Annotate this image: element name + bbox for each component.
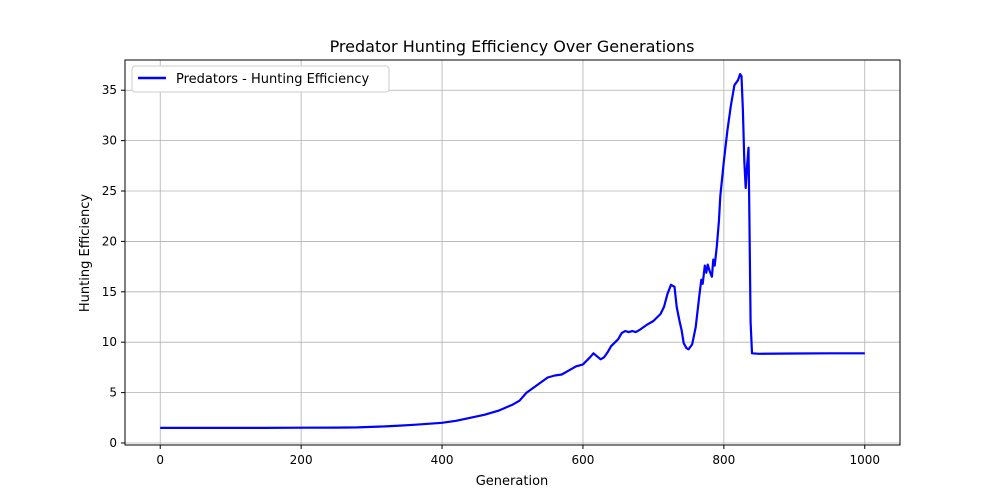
x-tick-label: 200 <box>290 453 313 467</box>
plot-area: 0 200 400 600 800 1000 0 5 10 15 20 25 30 35 <box>102 59 901 467</box>
x-tick-label: 400 <box>431 453 454 467</box>
x-axis-label: Generation <box>476 474 549 489</box>
x-tick-label: 1000 <box>849 453 880 467</box>
y-tick-label: 0 <box>109 436 117 450</box>
legend-label: Predators - Hunting Efficiency <box>176 72 370 87</box>
y-tick-label: 35 <box>102 83 117 97</box>
y-tick-label: 10 <box>102 335 117 349</box>
legend-box <box>131 65 390 93</box>
x-tick-label: 800 <box>712 453 735 467</box>
x-tick-label: 0 <box>156 453 164 467</box>
series-line-0 <box>160 72 865 429</box>
y-tick-label: 25 <box>102 184 117 198</box>
axes-frame <box>124 59 901 446</box>
x-tick-label: 600 <box>572 453 595 467</box>
y-tick-label: 20 <box>102 234 117 248</box>
chart-title: Predator Hunting Efficiency Over Generat… <box>330 37 695 56</box>
y-tick-label: 30 <box>102 134 117 148</box>
legend: Predators - Hunting Efficiency <box>131 65 390 93</box>
y-tick-label: 15 <box>102 285 117 299</box>
y-tick-label: 5 <box>109 386 117 400</box>
y-axis-label: Hunting Efficiency <box>78 194 93 313</box>
